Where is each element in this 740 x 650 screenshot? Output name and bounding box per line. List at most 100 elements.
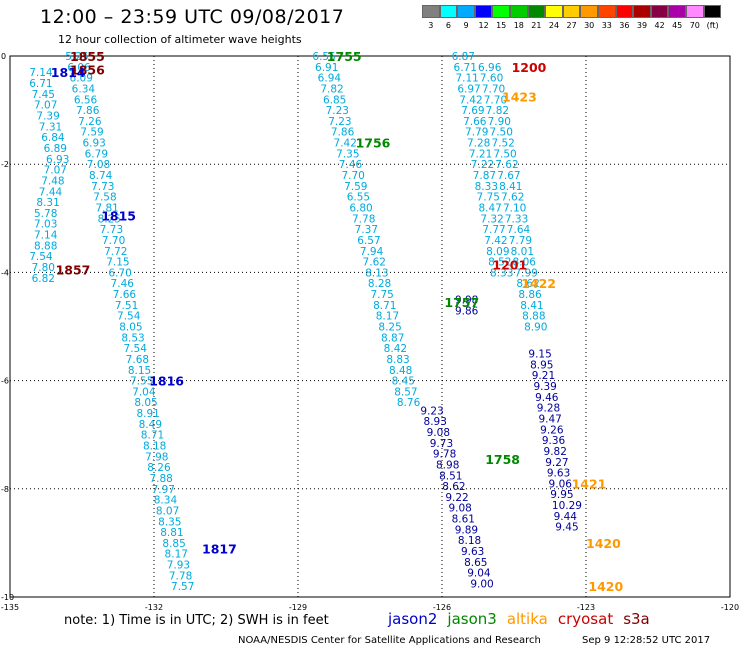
wave-height-value: 7.88 bbox=[149, 473, 172, 485]
wave-height-value: 7.73 bbox=[100, 224, 123, 236]
wave-height-value: 7.33 bbox=[505, 213, 528, 225]
wave-height-value: 8.01 bbox=[511, 246, 534, 258]
wave-height-value: 8.62 bbox=[516, 278, 539, 290]
legend-swatch bbox=[422, 5, 440, 18]
wave-height-value: 9.00 bbox=[470, 578, 493, 590]
legend-bin-label: 70 bbox=[689, 21, 700, 30]
satellite-name-altika: altika bbox=[506, 610, 548, 628]
wave-height-value: 8.65 bbox=[464, 557, 487, 569]
wave-height-value: 7.70 bbox=[482, 83, 505, 95]
wave-height-value: 9.08 bbox=[427, 427, 450, 439]
wave-height-value: 6.70 bbox=[108, 267, 131, 279]
wave-height-value: 6.79 bbox=[85, 148, 108, 160]
legend-bin-label: 27 bbox=[566, 21, 577, 30]
wave-height-value: 7.26 bbox=[78, 116, 102, 128]
pass-time-label: 1756 bbox=[356, 136, 391, 151]
wave-height-value: 7.50 bbox=[490, 127, 513, 139]
wave-height-value: 7.14 bbox=[34, 230, 58, 242]
pass-time-label: 1200 bbox=[512, 60, 547, 75]
legend-bin-label: 21 bbox=[531, 21, 542, 30]
pass-time-label: 1422 bbox=[521, 276, 556, 291]
wave-height-value: 8.87 bbox=[381, 332, 404, 344]
wave-height-value: 7.80 bbox=[32, 262, 55, 274]
wave-height-value: 7.86 bbox=[76, 105, 100, 117]
satellite-name-s3a: s3a bbox=[623, 610, 650, 628]
wave-height-value: 7.98 bbox=[145, 451, 168, 463]
wave-height-value: 8.18 bbox=[458, 535, 481, 547]
wave-height-value: 7.54 bbox=[117, 311, 141, 323]
wave-height-value: 7.78 bbox=[169, 570, 192, 582]
legend-swatch bbox=[615, 5, 634, 18]
wave-height-value: 8.62 bbox=[442, 481, 465, 493]
wave-height-value: 7.14 bbox=[29, 67, 53, 79]
wave-height-value: 8.52 bbox=[488, 257, 511, 269]
pass-time-label: 1815 bbox=[101, 209, 136, 224]
wave-height-value: 7.70 bbox=[341, 170, 364, 182]
wave-height-value: 8.49 bbox=[139, 419, 162, 431]
wave-height-value: 6.84 bbox=[41, 132, 65, 144]
legend-bin-label: 39 bbox=[636, 21, 648, 30]
wave-height-value: 6.89 bbox=[44, 143, 67, 155]
wave-height-value: 9.73 bbox=[430, 438, 453, 450]
wave-height-value: 9.46 bbox=[535, 392, 559, 404]
wave-height-value: 8.90 bbox=[524, 322, 547, 334]
wave-height-value: 9.39 bbox=[533, 381, 556, 393]
wave-height-value: 7.23 bbox=[328, 116, 351, 128]
pass-time-label: 1423 bbox=[502, 90, 537, 105]
pass-time-label: 1857 bbox=[56, 263, 91, 278]
wave-height-value: 7.04 bbox=[132, 386, 156, 398]
wave-height-value: 7.48 bbox=[41, 175, 64, 187]
footer-timestamp: Sep 9 12:28:52 UTC 2017 bbox=[582, 635, 711, 646]
wave-height-value: 8.26 bbox=[147, 462, 171, 474]
wave-height-value: 7.31 bbox=[39, 121, 62, 133]
wave-height-value: 8.48 bbox=[389, 365, 412, 377]
legend-bin-label: 24 bbox=[548, 21, 560, 30]
legend-swatch bbox=[650, 5, 669, 18]
wave-height-value: 9.47 bbox=[538, 413, 561, 425]
wave-height-value: 8.25 bbox=[98, 213, 121, 225]
legend-bin-label: 36 bbox=[619, 21, 630, 30]
legend-swatch bbox=[703, 5, 722, 18]
wave-height-value: 9.63 bbox=[461, 546, 484, 558]
wave-height-value: 8.31 bbox=[36, 197, 59, 209]
wave-height-value: 7.87 bbox=[473, 170, 496, 182]
pass-time-label: 1421 bbox=[572, 476, 607, 491]
legend-bin-label: 12 bbox=[478, 21, 489, 30]
pass-time-label: 1420 bbox=[586, 536, 621, 551]
wave-height-value: 8.45 bbox=[392, 376, 415, 388]
wave-height-value: 7.62 bbox=[501, 192, 524, 204]
wave-height-value: 9.44 bbox=[554, 511, 578, 523]
wave-height-value: 8.95 bbox=[530, 359, 553, 371]
wave-height-value: 7.07 bbox=[44, 165, 67, 177]
pass-time-label: 1816 bbox=[149, 374, 184, 389]
pass-time-label: 1420 bbox=[588, 579, 623, 594]
wave-height-value: 7.62 bbox=[495, 159, 518, 171]
wave-height-value: 8.05 bbox=[119, 322, 142, 334]
wave-height-value: 7.67 bbox=[497, 170, 520, 182]
wave-height-value: 8.42 bbox=[384, 343, 407, 355]
wave-height-value: 7.55 bbox=[130, 376, 153, 388]
legend-swatch bbox=[633, 5, 651, 18]
wave-height-value: 8.15 bbox=[128, 365, 151, 377]
wave-height-value: 8.74 bbox=[89, 170, 113, 182]
wave-height-value: 8.53 bbox=[121, 332, 144, 344]
plot-frame bbox=[9, 55, 731, 598]
x-tick-label: -123 bbox=[577, 603, 595, 612]
color-legend: 3 6 9 12 15 18 21 24 27 30 33 36 39 42 45 70 (ft) bbox=[422, 5, 740, 35]
wave-height-value: 8.88 bbox=[522, 311, 545, 323]
y-tick-label: -10 bbox=[1, 593, 14, 602]
y-tick-label: -8 bbox=[1, 485, 9, 494]
wave-height-value: 8.83 bbox=[386, 354, 409, 366]
wave-height-value: 8.17 bbox=[165, 549, 188, 561]
wave-height-value: 6.57 bbox=[357, 235, 380, 247]
wave-height-value: 8.76 bbox=[397, 397, 421, 409]
wave-height-value: 7.50 bbox=[493, 148, 516, 160]
wave-height-value: 9.28 bbox=[537, 403, 560, 415]
wave-height-value: 8.47 bbox=[478, 202, 501, 214]
wave-height-value: 8.91 bbox=[136, 408, 159, 420]
x-tick-label: -126 bbox=[433, 603, 451, 612]
wave-height-value: 7.54 bbox=[29, 251, 53, 263]
wave-height-value: 7.54 bbox=[124, 343, 148, 355]
wave-height-value: 6.85 bbox=[323, 94, 346, 106]
wave-height-value: 7.08 bbox=[87, 159, 110, 171]
